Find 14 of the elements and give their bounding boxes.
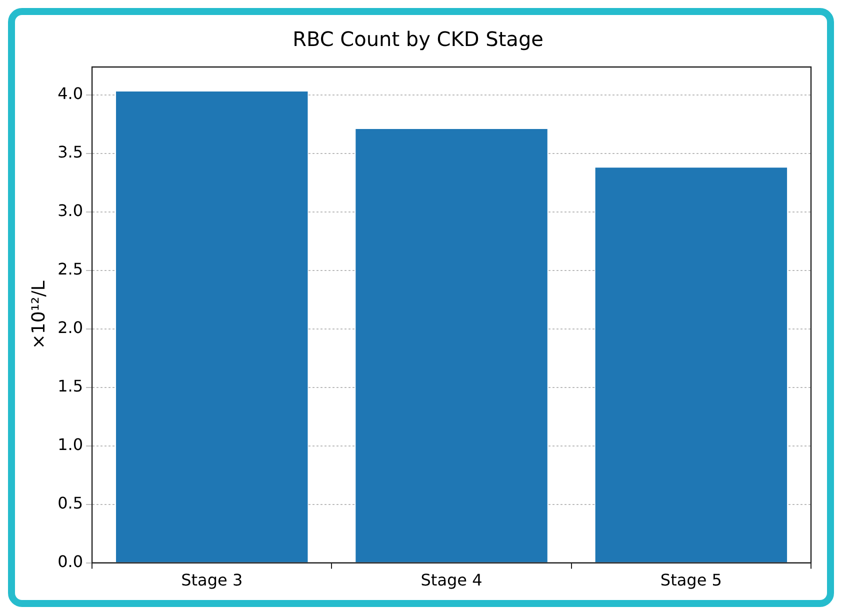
chart-title: RBC Count by CKD Stage — [292, 27, 544, 52]
y-tick-label: 0.5 — [58, 493, 84, 512]
y-tick-label: 1.5 — [58, 376, 84, 396]
x-tick-label: Stage 4 — [420, 570, 482, 590]
y-tick-label: 2.0 — [58, 318, 84, 338]
y-tick-label: 1.0 — [58, 435, 84, 454]
y-tick-label: 2.5 — [58, 260, 84, 279]
y-tick-label: 3.5 — [58, 142, 84, 162]
y-tick-label: 3.0 — [58, 201, 84, 220]
x-tick-label: Stage 3 — [181, 570, 243, 590]
y-tick-label: 0.0 — [58, 552, 84, 571]
y-axis-title: ×10¹²/L — [28, 280, 50, 350]
y-tick-label: 4.0 — [58, 84, 84, 104]
x-tick-label: Stage 5 — [660, 570, 722, 590]
